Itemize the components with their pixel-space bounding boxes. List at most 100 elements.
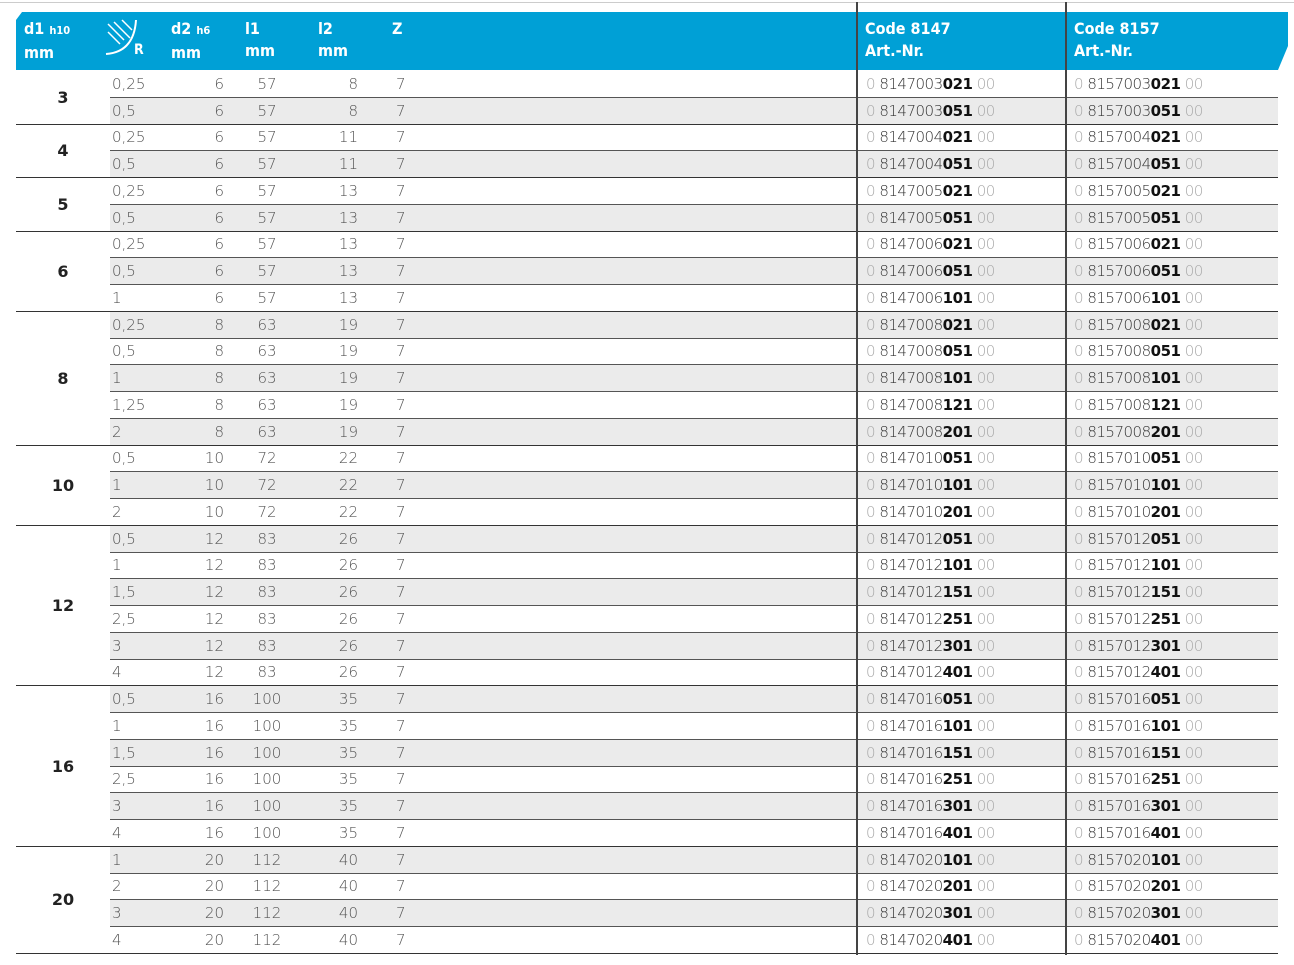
table-row: 1 16 100 35 7 0 8147016101 00 0 8157016101 00 [16,712,1278,740]
cell-l2: 40 [310,899,358,927]
table-row: 0,5 6 57 13 7 0 8147006051 00 0 8157006051 00 [16,257,1278,285]
cell-z: 7 [358,792,858,820]
cell-z: 7 [358,632,858,660]
cell-code-8147: 0 8147006101 00 [858,284,1066,312]
cell-code-8147: 0 8147006051 00 [858,257,1066,285]
cell-code-8157: 0 8157012151 00 [1066,578,1278,606]
cell-code-8147: 0 8147020201 00 [858,873,1066,901]
table-row: 10 0,5 10 72 22 7 0 8147010051 00 0 8157010051 … [16,445,1278,526]
cell-r: 0,5 [110,445,180,473]
cell-code-8147: 0 8147008021 00 [858,311,1066,339]
cell-r: 0,5 [110,204,180,232]
cell-l2: 22 [310,471,358,499]
cell-code-8147: 0 8147004051 00 [858,150,1066,178]
table-row: 3 12 83 26 7 0 8147012301 00 0 8157012301 00 [16,632,1278,660]
cell-d2: 12 [180,605,224,633]
cell-code-8157: 0 8157016151 00 [1066,739,1278,767]
column-divider [856,2,858,955]
cell-l2: 40 [310,873,358,901]
header-d1: d1 h10 mm [24,19,71,62]
cell-code-8157: 0 8157020301 00 [1066,899,1278,927]
cell-l1: 57 [224,231,310,259]
cell-code-8157: 0 8157003051 00 [1066,97,1278,125]
table-row: 16 0,5 16 100 35 7 0 8147016051 00 0 8157016051… [16,685,1278,847]
cell-r: 3 [110,632,180,660]
cell-code-8147: 0 8147016301 00 [858,792,1066,820]
cell-r: 1 [110,552,180,580]
cell-l2: 22 [310,498,358,526]
cell-l1: 63 [224,338,310,366]
cell-code-8147: 0 8147020101 00 [858,846,1066,874]
cell-l2: 26 [310,605,358,633]
cell-r: 0,5 [110,97,180,125]
cell-z: 7 [358,177,858,205]
cell-z: 7 [358,418,858,446]
header-d2: d2 h6 mm [171,19,211,62]
table-row: 4 16 100 35 7 0 8147016401 00 0 8157016401 00 [16,819,1278,847]
cell-r: 0,25 [110,231,180,259]
cell-d2: 6 [180,284,224,312]
cell-l2: 26 [310,632,358,660]
cell-d2: 6 [180,124,224,152]
cell-z: 7 [358,739,858,767]
cell-code-8157: 0 8157004051 00 [1066,150,1278,178]
cell-z: 7 [358,525,858,553]
cell-d2: 8 [180,418,224,446]
cell-l2: 13 [310,177,358,205]
cell-d2: 6 [180,204,224,232]
cell-z: 7 [358,364,858,392]
cell-z: 7 [358,204,858,232]
table-row: 12 0,5 12 83 26 7 0 8147012051 00 0 8157012051 … [16,525,1278,687]
cell-l1: 63 [224,391,310,419]
cell-d2: 6 [180,231,224,259]
cell-r: 1,5 [110,739,180,767]
cell-z: 7 [358,391,858,419]
cell-code-8157: 0 8157020201 00 [1066,873,1278,901]
table-row: 3 0,25 6 57 8 7 0 8147003021 00 0 8157003021 00 [16,71,1278,125]
cell-l1: 100 [224,766,310,794]
cell-z: 7 [358,150,858,178]
cell-l1: 112 [224,899,310,927]
cell-l1: 112 [224,846,310,874]
cell-r: 4 [110,659,180,687]
table-row: 20 1 20 112 40 7 0 8147020101 00 0 8157020101 0… [16,846,1278,954]
cell-l1: 72 [224,445,310,473]
cell-d2: 10 [180,471,224,499]
cell-d1: 20 [16,846,110,954]
table-row: 1 6 57 13 7 0 8147006101 00 0 8157006101 00 [16,284,1278,312]
cell-d2: 20 [180,899,224,927]
cell-r: 4 [110,819,180,847]
cell-l2: 35 [310,792,358,820]
table-row: 3 20 112 40 7 0 8147020301 00 0 8157020301 00 [16,899,1278,927]
cell-code-8157: 0 8157004021 00 [1066,124,1278,152]
column-divider [1065,2,1067,955]
cell-l2: 11 [310,124,358,152]
cell-d1: 16 [16,685,110,847]
cell-code-8147: 0 8147012151 00 [858,578,1066,606]
cell-l1: 100 [224,685,310,713]
cell-code-8147: 0 8147012251 00 [858,605,1066,633]
cell-l1: 112 [224,926,310,954]
cell-code-8147: 0 8147006021 00 [858,231,1066,259]
cell-l1: 72 [224,471,310,499]
cell-code-8147: 0 8147016151 00 [858,739,1066,767]
cell-d2: 20 [180,846,224,874]
data-table: 3 0,25 6 57 8 7 0 8147003021 00 0 8157003021 00… [16,71,1278,954]
cell-r: 2,5 [110,605,180,633]
cell-r: 0,5 [110,685,180,713]
cell-l1: 57 [224,150,310,178]
cell-code-8157: 0 8157010051 00 [1066,445,1278,473]
table-row: 4 0,25 6 57 11 7 0 8147004021 00 0 8157004021 0… [16,124,1278,178]
cell-l2: 19 [310,338,358,366]
cell-z: 7 [358,605,858,633]
cell-code-8157: 0 8157010201 00 [1066,498,1278,526]
cell-r: 4 [110,926,180,954]
table-row: 5 0,25 6 57 13 7 0 8147005021 00 0 8157005021 0… [16,177,1278,232]
cell-d2: 16 [180,712,224,740]
cell-z: 7 [358,926,858,954]
cell-l1: 63 [224,418,310,446]
cell-code-8157: 0 8157006021 00 [1066,231,1278,259]
cell-code-8157: 0 8157008121 00 [1066,391,1278,419]
table-header: d1 h10 mm R d2 h6 mm l1 mm l2 mm Z Code 8147… [16,12,1288,70]
